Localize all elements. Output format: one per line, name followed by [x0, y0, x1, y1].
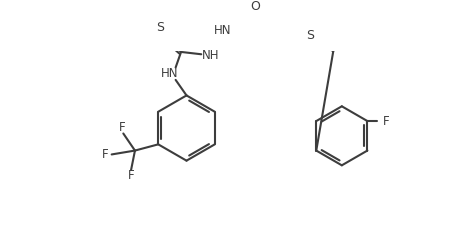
Text: F: F [383, 114, 390, 128]
Text: S: S [156, 21, 164, 34]
Text: F: F [118, 121, 125, 134]
Text: S: S [306, 29, 314, 42]
Text: O: O [251, 0, 260, 13]
Text: F: F [128, 169, 135, 182]
Text: HN: HN [214, 24, 232, 37]
Text: F: F [102, 148, 109, 161]
Text: NH: NH [202, 49, 219, 62]
Text: HN: HN [161, 67, 178, 80]
